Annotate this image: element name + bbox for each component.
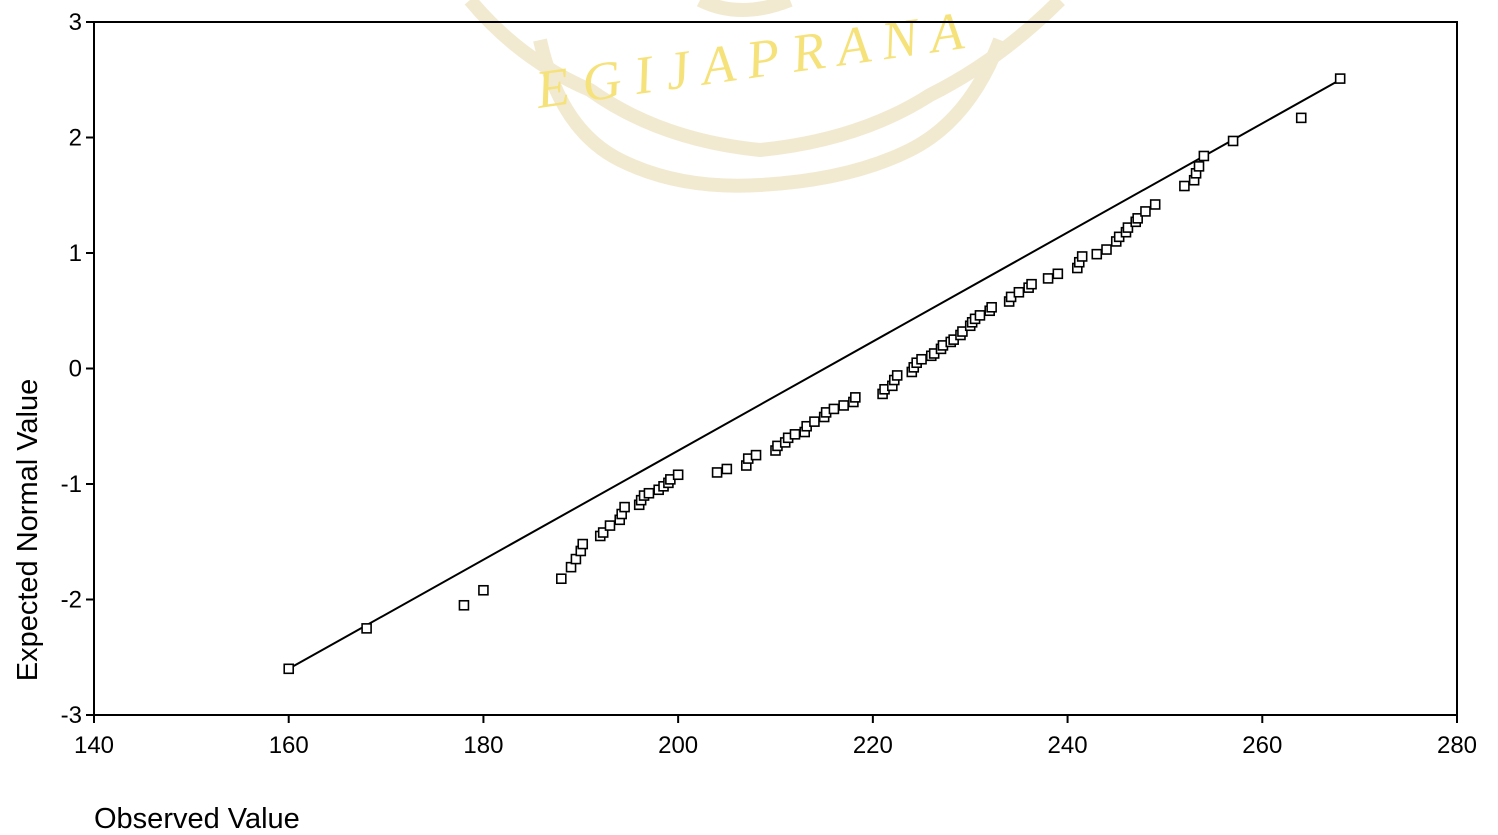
y-tick-label: -1 bbox=[61, 471, 82, 498]
y-tick-label: 1 bbox=[69, 240, 82, 267]
reference-line-group bbox=[288, 78, 1341, 670]
data-point bbox=[850, 392, 861, 403]
watermark-text: E G I J A P R A N A bbox=[531, 0, 968, 120]
watermark-emblem: E G I J A P R A N A bbox=[464, 0, 1065, 193]
data-point bbox=[986, 301, 997, 313]
normal-reference-line bbox=[288, 78, 1341, 670]
data-point bbox=[283, 663, 295, 675]
data-point bbox=[1052, 268, 1064, 280]
data-point bbox=[458, 599, 470, 611]
data-point bbox=[1198, 150, 1210, 162]
data-point bbox=[361, 623, 372, 634]
data-point bbox=[974, 310, 986, 321]
data-point bbox=[809, 416, 820, 427]
y-tick-label: -3 bbox=[61, 702, 82, 729]
x-tick-label: 260 bbox=[1242, 732, 1282, 759]
data-point bbox=[672, 469, 684, 481]
y-tick-label: -2 bbox=[61, 587, 82, 614]
y-tick-label: 0 bbox=[69, 356, 82, 383]
plot-area bbox=[93, 21, 1458, 716]
plot-frame bbox=[93, 21, 1458, 716]
y-tick-label: 3 bbox=[69, 9, 82, 36]
data-point bbox=[597, 527, 609, 538]
data-point bbox=[1042, 273, 1054, 284]
y-axis-title: Expected Normal Value bbox=[12, 379, 44, 682]
data-point bbox=[1149, 199, 1161, 210]
data-point bbox=[1076, 251, 1088, 262]
x-tick-label: 200 bbox=[658, 732, 698, 759]
data-points bbox=[283, 73, 1346, 675]
data-point bbox=[1179, 180, 1190, 192]
x-tick-label: 140 bbox=[74, 732, 114, 759]
data-point bbox=[957, 326, 968, 337]
data-point bbox=[1227, 135, 1239, 147]
data-point bbox=[789, 429, 801, 440]
x-tick-label: 280 bbox=[1437, 732, 1477, 759]
y-tick-label: 2 bbox=[69, 125, 82, 152]
data-point bbox=[1101, 244, 1112, 255]
x-axis-title: Observed Value bbox=[94, 803, 300, 835]
data-point bbox=[828, 403, 840, 415]
x-tick-label: 240 bbox=[1048, 732, 1088, 759]
data-point bbox=[1013, 286, 1025, 298]
y-axis: -3 -2 -1 0 1 2 3 bbox=[61, 9, 94, 729]
data-point bbox=[711, 467, 723, 478]
data-point bbox=[1295, 112, 1307, 124]
data-point bbox=[1334, 73, 1346, 84]
data-point bbox=[604, 520, 616, 531]
data-point bbox=[750, 449, 762, 461]
data-point bbox=[556, 573, 567, 585]
data-point bbox=[577, 538, 589, 550]
data-point bbox=[721, 463, 733, 475]
data-point bbox=[1140, 206, 1151, 217]
data-point bbox=[478, 584, 489, 596]
data-point bbox=[643, 487, 655, 499]
x-tick-label: 220 bbox=[853, 732, 893, 759]
data-point bbox=[916, 353, 927, 365]
data-point bbox=[619, 501, 630, 513]
data-point bbox=[838, 400, 849, 411]
data-point bbox=[1193, 161, 1205, 172]
x-tick-label: 160 bbox=[269, 732, 309, 759]
x-tick-label: 180 bbox=[463, 732, 503, 759]
data-point bbox=[1122, 222, 1134, 233]
x-axis: 140 160 180 200 220 240 260 280 bbox=[74, 715, 1477, 759]
data-point bbox=[1026, 278, 1037, 290]
data-point bbox=[1132, 213, 1143, 224]
data-point bbox=[891, 370, 903, 381]
data-point bbox=[1091, 248, 1103, 260]
